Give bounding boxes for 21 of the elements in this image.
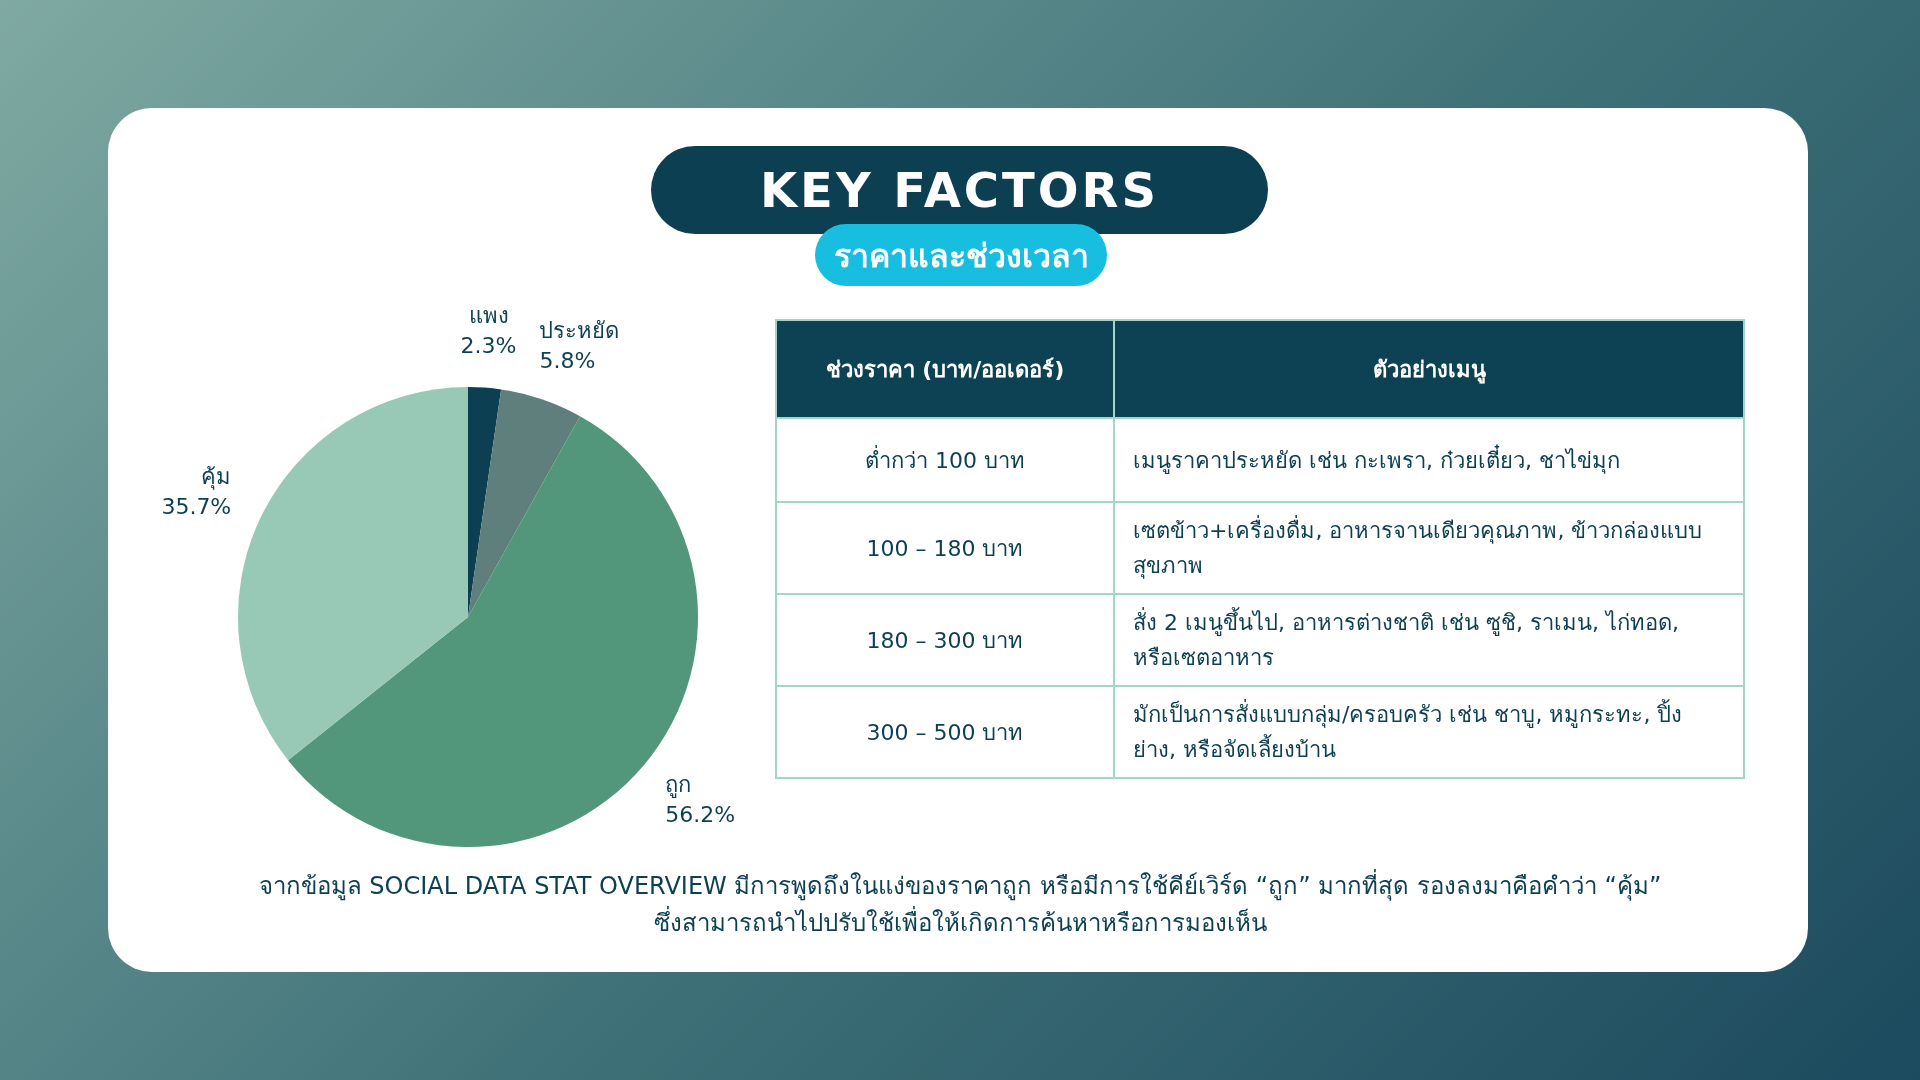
data-label: 56.2% [665, 802, 736, 828]
slice-label: ถูก [665, 772, 692, 799]
text: เซตข้าว+เครื่องดื่ม, อาหารจานเดียวคุณภาพ, ข้าวกล่องแบบสุขภาพ [1114, 502, 1744, 594]
text: ช่วงราคา (บาท/ออเดอร์) [776, 320, 1114, 418]
text: จากข้อมูล SOCIAL DATA STAT OVERVIEW มีการพูดถึงในแง่ของราคาถูก หรือมีการใช้คีย์เวิร์ด “ถูก” มากที่สุด รองลงมาคือคำว่า “คุ้ม” ซึ่งสามารถนำไปปรับใช้เพื่อให้เกิดการค้นหาหรือการมองเห็น [257, 868, 1663, 939]
slice-label: แพง [468, 303, 509, 329]
text: 100 – 180 บาท [776, 502, 1114, 594]
text: ต่ำกว่า 100 บาท [776, 418, 1114, 502]
text: สั่ง 2 เมนูขึ้นไป, อาหารต่างชาติ เช่น ซูชิ, ราเมน, ไก่ทอด, หรือเซตอาหาร [1114, 594, 1744, 686]
data-label: 35.7% [161, 493, 232, 519]
data-label: 5.8% [539, 347, 596, 373]
slice-label: คุ้ม [201, 463, 232, 490]
text: มักเป็นการสั่งแบบกลุ่ม/ครอบครัว เช่น ชาบู, หมูกระทะ, ปิ้งย่าง, หรือจัดเลี้ยงบ้าน [1114, 686, 1744, 778]
text: KEY FACTORS [651, 146, 1268, 234]
text: ราคาและช่วงเวลา [815, 224, 1107, 286]
data-label: 2.3% [460, 333, 517, 359]
text: 180 – 300 บาท [776, 594, 1114, 686]
slice-label: ประหยัด [539, 317, 620, 343]
text: เมนูราคาประหยัด เช่น กะเพรา, ก๋วยเตี๋ยว, ชาไข่มุก [1114, 418, 1744, 502]
text: 300 – 500 บาท [776, 686, 1114, 778]
text: ตัวอย่างเมนู [1114, 320, 1744, 418]
